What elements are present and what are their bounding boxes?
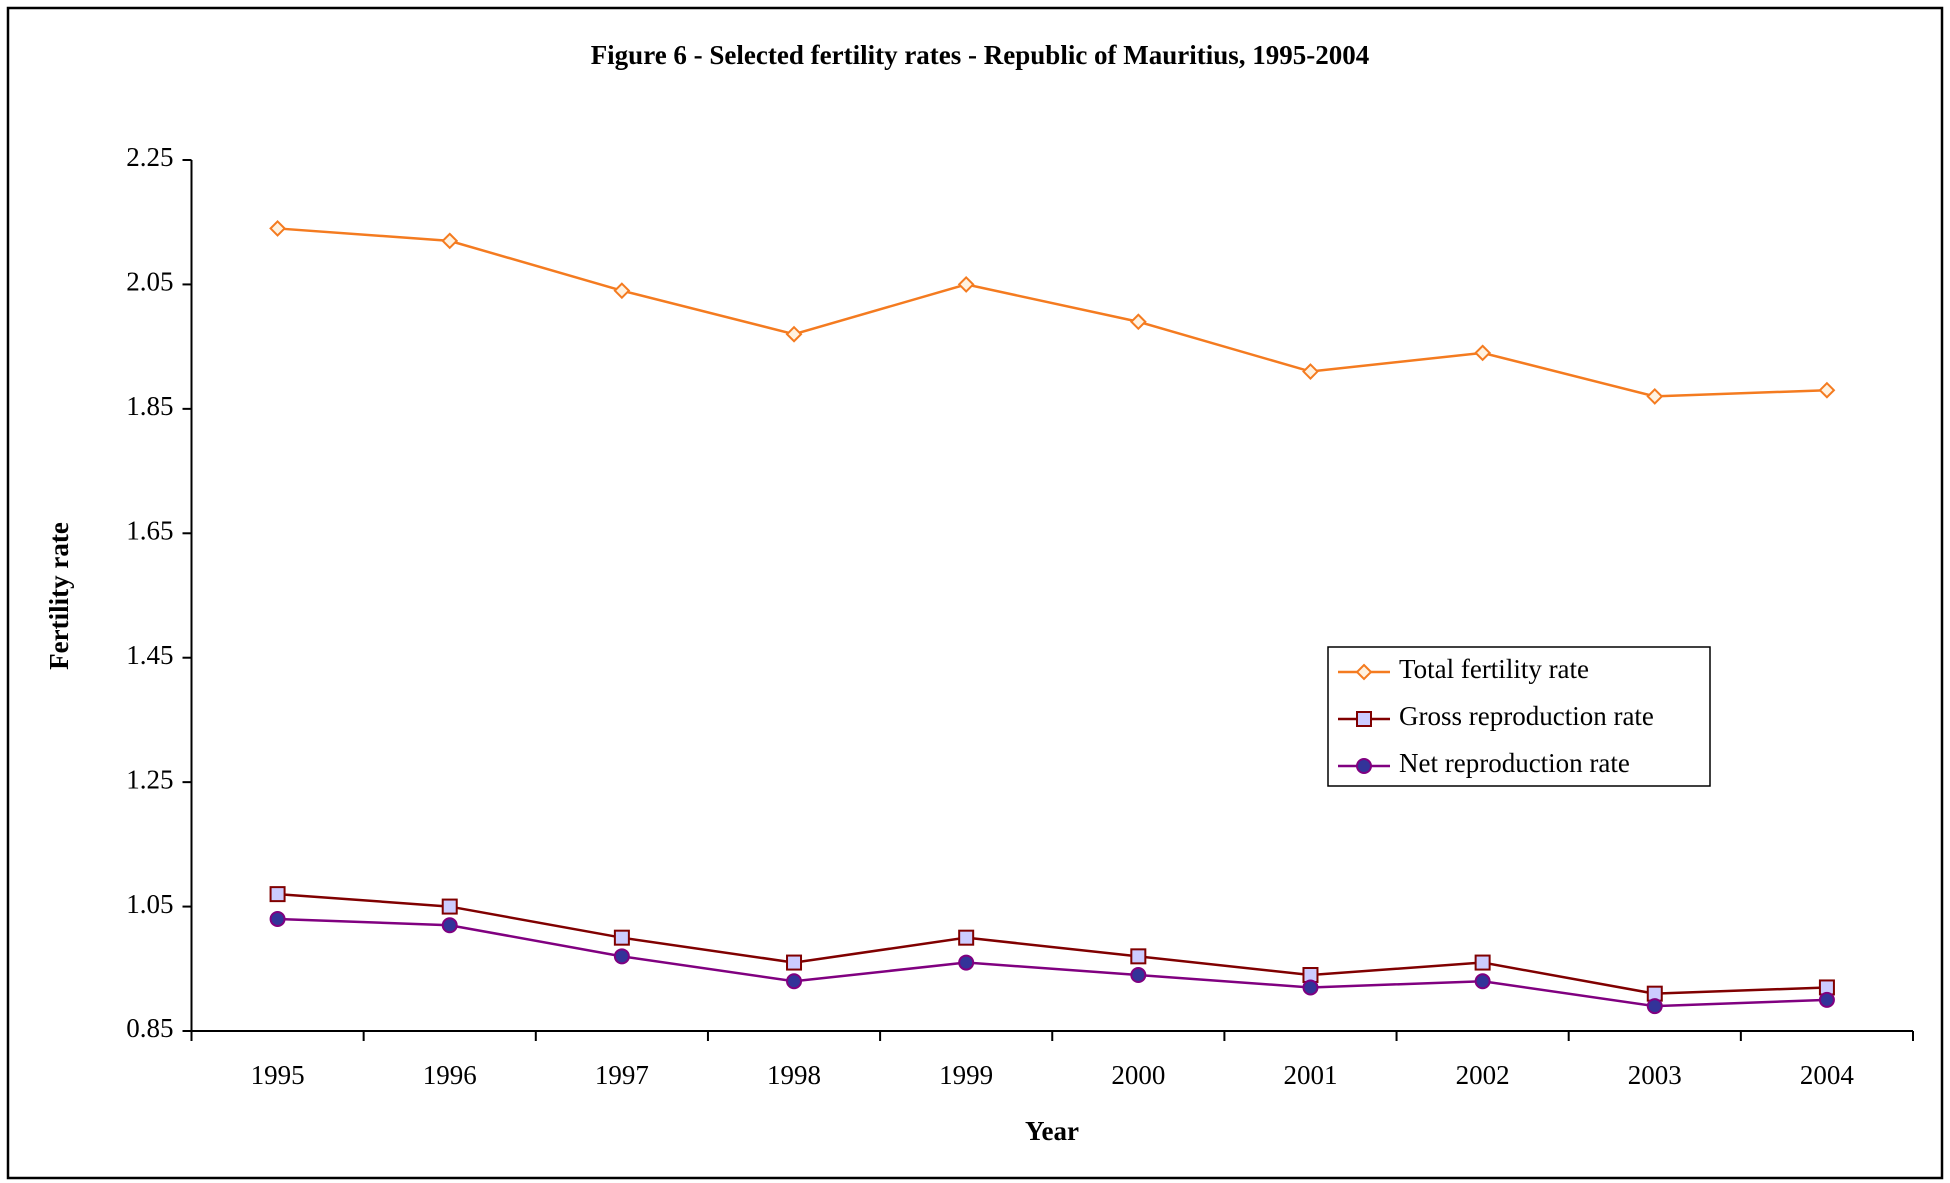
- x-tick-label: 2001: [1283, 1060, 1337, 1090]
- x-tick-label: 2000: [1111, 1060, 1165, 1090]
- data-point: [1646, 998, 1663, 1015]
- data-point: [441, 917, 458, 934]
- y-tick-label: 2.05: [126, 267, 173, 297]
- x-tick-label: 1995: [251, 1060, 305, 1090]
- data-point: [1302, 979, 1319, 996]
- series-line: [277, 892, 1827, 995]
- x-tick-label: 2002: [1456, 1060, 1510, 1090]
- x-tick-label: 2004: [1800, 1060, 1855, 1090]
- data-point: [957, 276, 975, 293]
- data-point: [269, 911, 286, 928]
- series-line: [277, 227, 1827, 398]
- x-tick-label: 2003: [1628, 1060, 1682, 1090]
- x-tick-label: 1996: [423, 1060, 477, 1090]
- legend-marker: [1356, 758, 1372, 774]
- x-tick-label: 1998: [767, 1060, 821, 1090]
- legend-label: Total fertility rate: [1399, 654, 1589, 684]
- data-point: [1129, 313, 1147, 331]
- legend-label: Gross reproduction rate: [1399, 701, 1654, 731]
- data-point: [786, 954, 803, 971]
- data-point: [269, 220, 286, 237]
- data-point: [613, 948, 630, 965]
- data-point: [958, 954, 975, 971]
- data-point: [441, 232, 459, 250]
- data-point: [269, 886, 286, 903]
- chart-title: Figure 6 - Selected fertility rates - Re…: [591, 40, 1370, 70]
- legend-marker: [1355, 663, 1373, 681]
- x-tick-label: 1997: [595, 1060, 649, 1090]
- data-point: [1818, 381, 1836, 399]
- y-tick-label: 1.65: [126, 515, 173, 545]
- legend-box: [1327, 646, 1711, 787]
- legend-marker: [1356, 711, 1372, 727]
- y-tick-label: 2.25: [126, 142, 173, 172]
- data-point: [1818, 991, 1835, 1008]
- data-point: [1474, 954, 1491, 971]
- series-line: [277, 917, 1827, 1008]
- data-point: [441, 898, 458, 915]
- y-tick-label: 1.45: [126, 640, 173, 670]
- data-point: [1646, 387, 1664, 405]
- data-point: [785, 325, 803, 343]
- y-tick-label: 1.85: [126, 391, 173, 421]
- data-point: [613, 282, 631, 300]
- data-point: [1474, 344, 1492, 362]
- data-point: [1474, 973, 1491, 990]
- y-tick-label: 0.85: [126, 1013, 173, 1043]
- data-point: [958, 929, 975, 946]
- legend-label: Net reproduction rate: [1399, 748, 1630, 778]
- chart-border: [6, 6, 1944, 1180]
- data-point: [1130, 948, 1147, 965]
- y-tick-label: 1.05: [126, 889, 173, 919]
- x-tick-label: 1999: [939, 1060, 993, 1090]
- data-point: [786, 973, 803, 990]
- y-tick-label: 1.25: [126, 764, 173, 794]
- data-point: [1302, 363, 1319, 380]
- y-axis-label: Fertility rate: [44, 522, 74, 670]
- x-axis-label: Year: [1025, 1116, 1079, 1146]
- data-point: [613, 929, 630, 946]
- data-point: [1130, 967, 1147, 984]
